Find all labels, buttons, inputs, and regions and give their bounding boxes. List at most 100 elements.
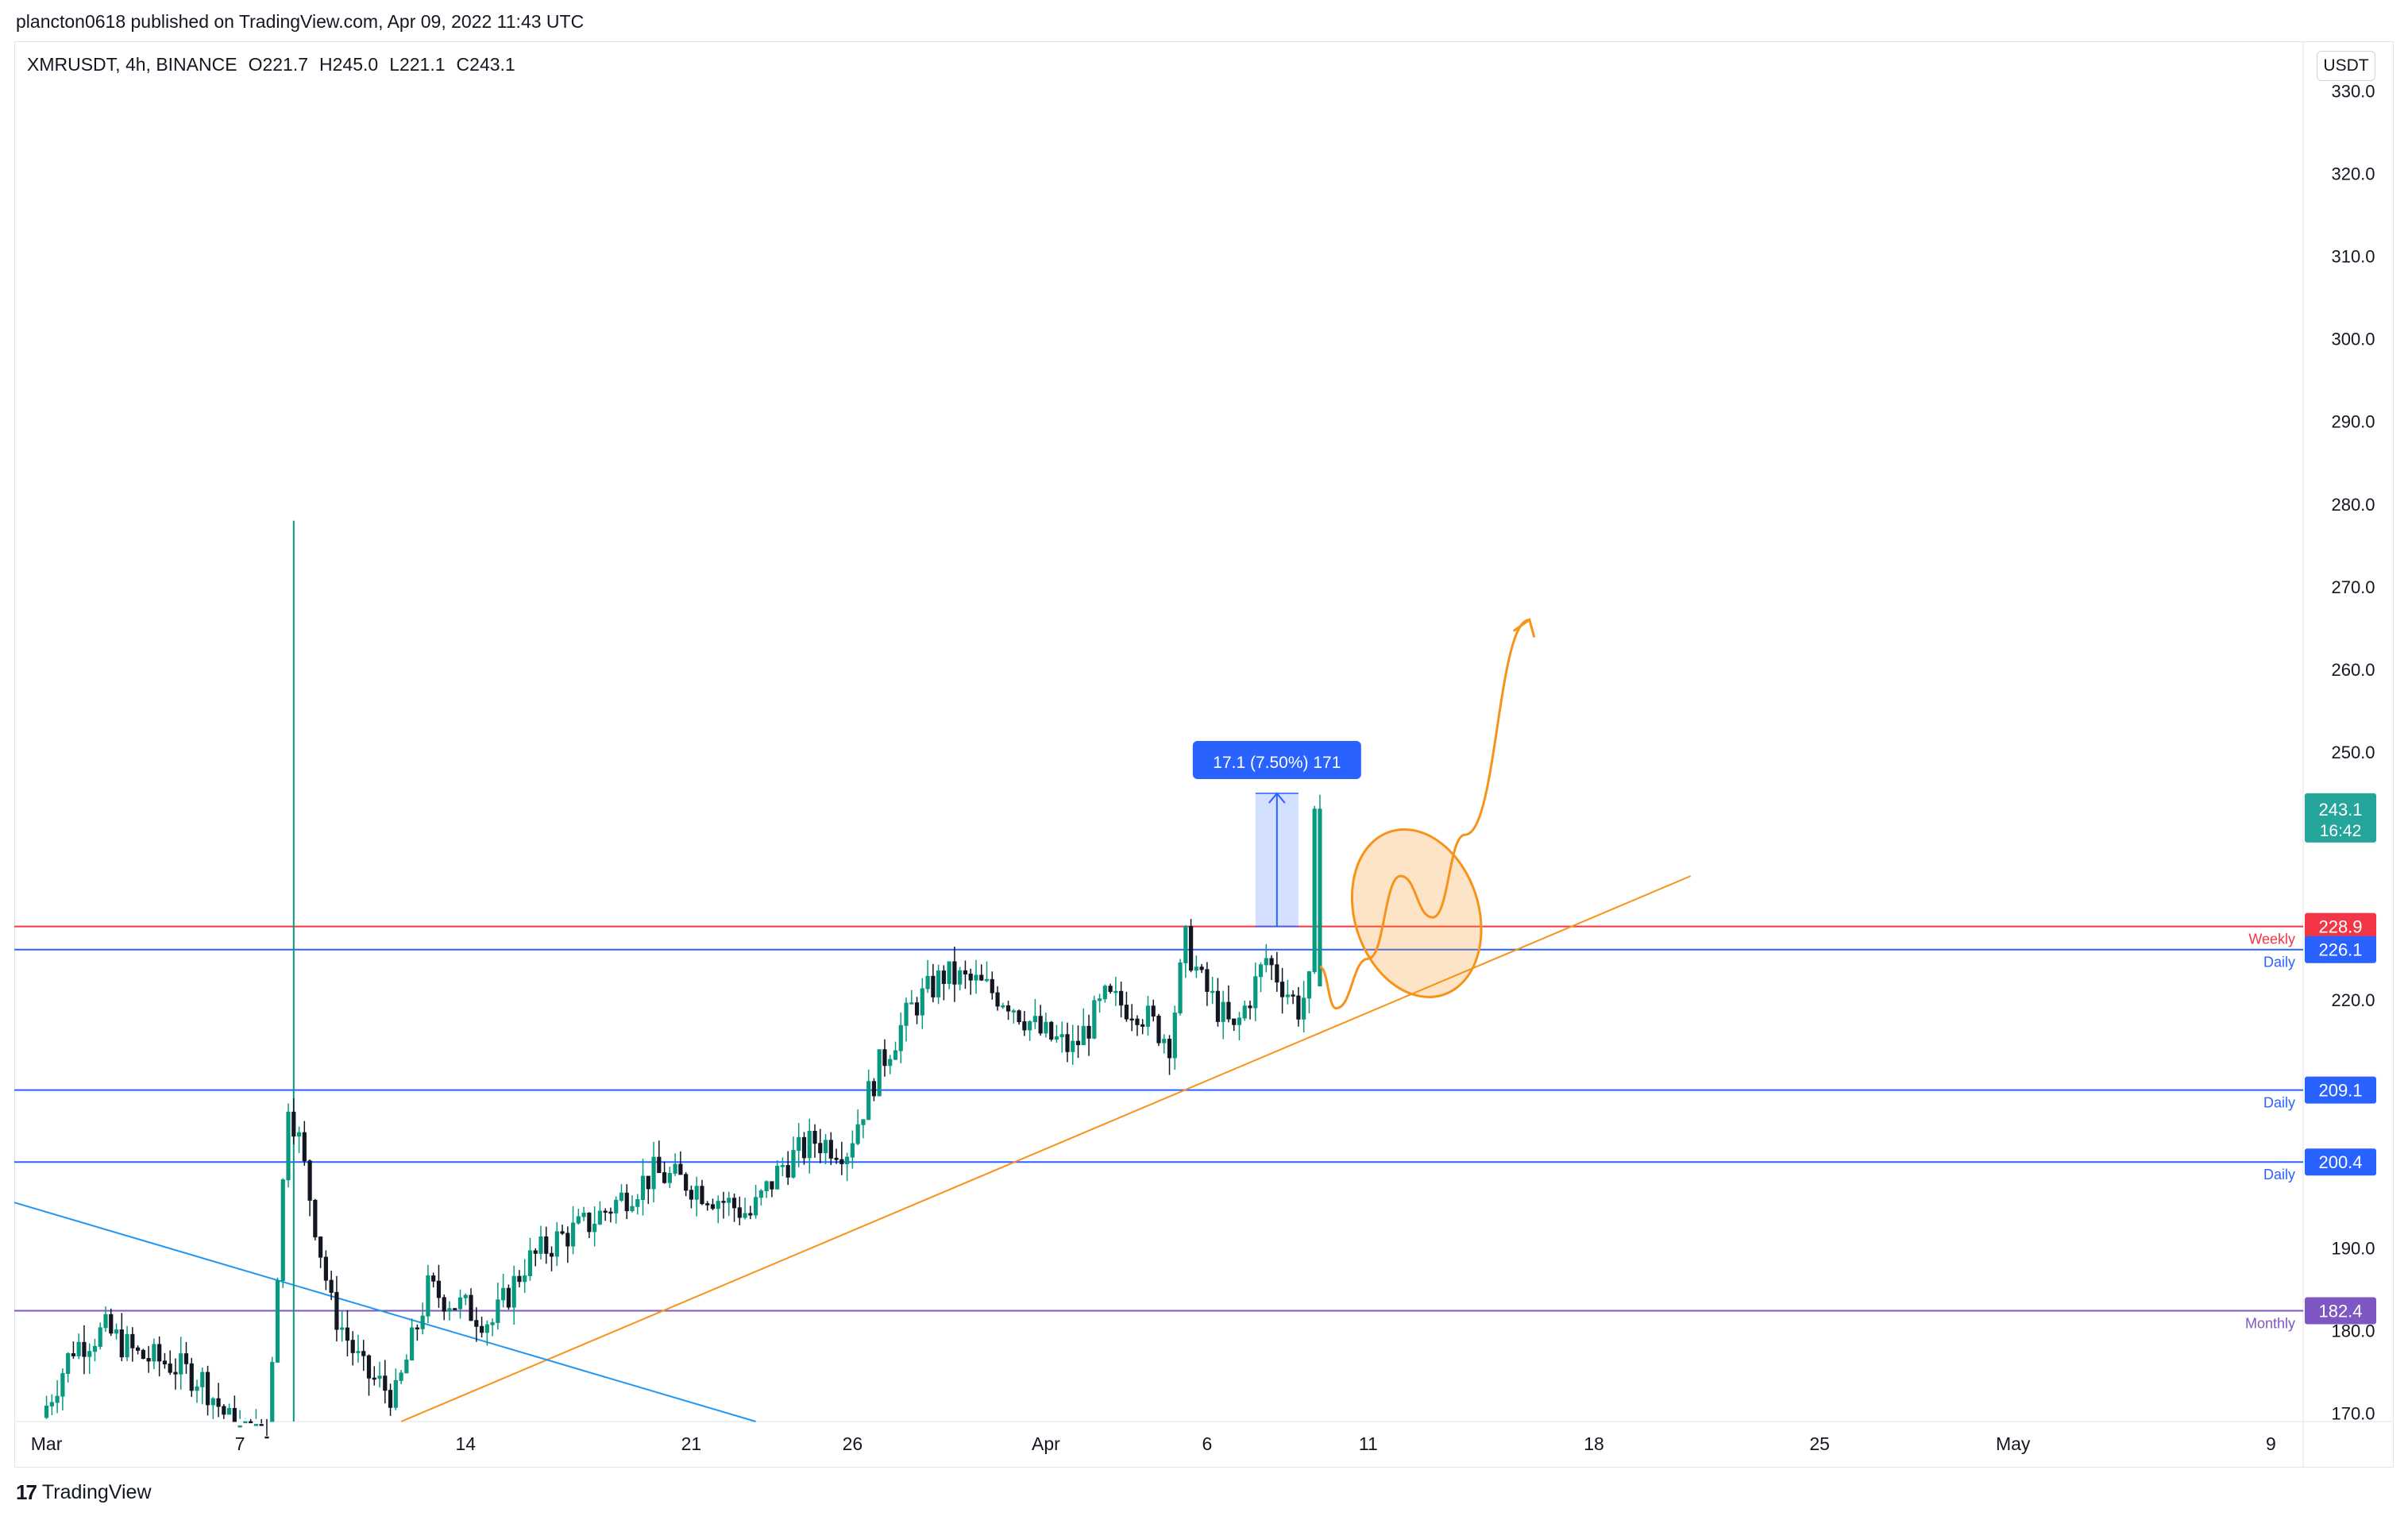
x-tick-label: 7 — [235, 1433, 245, 1454]
candle-body — [931, 975, 936, 997]
candle-body — [501, 1287, 506, 1301]
candle-body — [710, 1204, 716, 1209]
candle-body — [1017, 1010, 1021, 1023]
candle-body — [280, 1179, 285, 1282]
candle-body — [377, 1375, 382, 1379]
candle-body — [141, 1349, 145, 1360]
candle-body — [511, 1275, 516, 1308]
candle-body — [877, 1049, 882, 1097]
candle-body — [82, 1341, 87, 1357]
candle-body — [871, 1081, 877, 1097]
candle-body — [1312, 808, 1317, 973]
candle-body — [947, 961, 951, 984]
candle-body — [1071, 1040, 1075, 1052]
candle-body — [554, 1231, 559, 1257]
candle-body — [963, 970, 968, 974]
candle-body — [222, 1406, 226, 1415]
candle-body — [1151, 1005, 1156, 1017]
candle-body — [463, 1294, 468, 1298]
level-price-label: 209.1 — [2318, 1081, 2362, 1101]
candle-body — [243, 1421, 248, 1424]
candle-body — [619, 1192, 624, 1201]
candle-body — [1135, 1018, 1140, 1025]
candle-body — [581, 1213, 586, 1217]
candle-body — [801, 1136, 807, 1159]
publisher-caption: plancton0618 published on TradingView.co… — [16, 11, 585, 32]
candle-body — [1092, 1000, 1097, 1039]
candle-body — [640, 1175, 646, 1201]
candle-body — [179, 1353, 183, 1375]
candle-body — [1081, 1025, 1086, 1046]
candle-body — [205, 1371, 210, 1406]
candle-body — [496, 1299, 500, 1323]
currency-button[interactable]: USDT — [2317, 51, 2375, 81]
candle-body — [469, 1294, 473, 1321]
candle-body — [861, 1119, 866, 1125]
candle-body — [651, 1156, 656, 1190]
candle-body — [1291, 994, 1295, 997]
candle-body — [1302, 997, 1306, 1020]
tradingview-logo[interactable]: 17 TradingView — [16, 1480, 152, 1505]
candle-body — [517, 1275, 522, 1283]
candle-body — [388, 1390, 393, 1408]
candle-body — [780, 1165, 785, 1167]
candle-body — [828, 1140, 833, 1159]
candle-body — [152, 1344, 156, 1362]
candle-body — [984, 978, 990, 982]
highlight-ellipse[interactable] — [1331, 812, 1502, 1014]
candle-body — [1232, 1018, 1237, 1025]
legend-symbol: XMRUSDT, 4h, BINANCE — [27, 54, 237, 75]
candle-body — [114, 1329, 119, 1334]
x-tick-label: 9 — [2266, 1433, 2276, 1454]
x-tick-label: 11 — [1359, 1433, 1378, 1454]
candle-body — [1049, 1021, 1054, 1040]
candle-body — [785, 1165, 790, 1178]
measure-arrowhead — [1268, 792, 1286, 804]
candle-body — [1054, 1036, 1059, 1040]
candle-body — [98, 1327, 102, 1347]
candle-body — [1258, 964, 1264, 978]
candle-body — [1172, 1013, 1177, 1059]
candle-body — [570, 1222, 576, 1247]
candle-body — [1221, 1001, 1225, 1022]
candle-body — [329, 1279, 334, 1293]
candle-body — [909, 1002, 914, 1005]
candle-body — [286, 1111, 291, 1181]
candle-body — [527, 1250, 533, 1276]
level-price-label-box — [2305, 936, 2376, 963]
candle-body — [484, 1324, 489, 1333]
candle-body — [925, 975, 930, 990]
y-tick-label: 260.0 — [2331, 660, 2375, 680]
candle-body — [334, 1291, 339, 1330]
projection-path[interactable] — [1319, 619, 1530, 1010]
candle-body — [624, 1192, 629, 1212]
candle-body — [952, 961, 957, 985]
candle-body — [415, 1327, 419, 1330]
level-tag: Daily — [2263, 955, 2295, 970]
candle-body — [307, 1160, 312, 1201]
candle-body — [678, 1163, 683, 1175]
candle-body — [775, 1165, 780, 1190]
candle-body — [1199, 966, 1204, 970]
candle-body — [291, 1111, 296, 1137]
candle-body — [66, 1353, 71, 1375]
candle-body — [1097, 998, 1102, 1001]
candle-body — [1059, 1034, 1064, 1038]
candle-body — [1248, 1005, 1252, 1009]
candle-body — [839, 1159, 844, 1164]
x-tick-label: 25 — [1809, 1433, 1830, 1454]
candle-body — [479, 1325, 484, 1333]
measure-label: 17.1 (7.50%) 171 — [1213, 754, 1341, 772]
orange-trendline[interactable] — [400, 875, 1692, 1422]
level-price-label: 226.1 — [2318, 940, 2362, 960]
candle-body — [350, 1340, 355, 1353]
x-tick-label: 21 — [681, 1433, 702, 1454]
candle-body — [453, 1308, 457, 1310]
candle-body — [1162, 1039, 1167, 1044]
candle-body — [1156, 1015, 1161, 1044]
candle-body — [366, 1355, 372, 1379]
candle-body — [1242, 1005, 1247, 1019]
blue-trendline[interactable] — [14, 1202, 756, 1422]
candle-body — [560, 1231, 565, 1234]
